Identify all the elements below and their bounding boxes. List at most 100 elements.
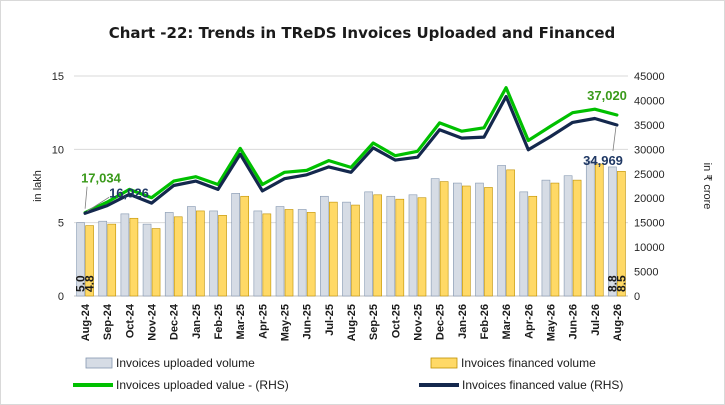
bar-uploaded-volume (519, 191, 529, 297)
bar-uploaded-volume (164, 212, 174, 297)
bar-financed-volume (85, 225, 94, 297)
bars (76, 160, 626, 297)
bar-financed-volume (395, 198, 405, 297)
x-tick-label: Feb-25 (213, 304, 225, 339)
label-leader-line (84, 186, 88, 209)
bar-uploaded-volume (187, 206, 196, 297)
lines (83, 86, 619, 215)
x-tick-label: Sep-25 (368, 304, 380, 340)
x-tick-label: Nov-25 (412, 304, 424, 341)
bar-data-label: 5.0 (74, 275, 88, 292)
y-tick-label: 10 (52, 144, 64, 156)
bar-uploaded-volume (497, 165, 506, 297)
line-financed-value (83, 94, 619, 215)
bar-financed-volume (284, 209, 294, 297)
x-tick-label: Jul-26 (590, 304, 602, 336)
x-tick-label: Oct-25 (390, 304, 402, 338)
bar-uploaded-volume (253, 210, 263, 297)
y2-tick-label: 30000 (634, 144, 665, 156)
x-tick-label: Sep-24 (102, 303, 114, 340)
bar-uploaded-volume (541, 179, 551, 297)
y-axis-label: in lakh (32, 170, 44, 202)
bar-uploaded-volume (364, 191, 373, 297)
bar-uploaded-volume (563, 175, 573, 297)
legend-item: Invoices uploaded volume (85, 356, 255, 370)
x-tick-label: Jun-25 (302, 304, 314, 339)
legend-swatch (85, 357, 113, 369)
bar-financed-volume (417, 197, 427, 297)
x-tick-label: Jul-25 (324, 304, 336, 336)
bar-financed-volume (306, 212, 316, 297)
bar-uploaded-volume (297, 209, 307, 297)
bar-financed-volume (572, 179, 582, 297)
bar-financed-volume (329, 201, 338, 297)
bar-uploaded-volume (408, 194, 418, 297)
bar-uploaded-volume (386, 195, 396, 297)
legend-label: Invoices financed value (RHS) (462, 378, 623, 392)
bar-financed-volume (617, 171, 626, 297)
bar-financed-volume (439, 181, 449, 297)
bar-financed-volume (484, 187, 493, 297)
bar-uploaded-volume (430, 178, 440, 297)
x-tick-label: Mar-26 (501, 304, 513, 339)
x-tick-label: Jun-26 (568, 304, 580, 339)
bar-uploaded-volume (608, 166, 617, 297)
bar-uploaded-volume (231, 193, 240, 297)
x-tick-label: Dec-25 (435, 304, 447, 340)
x-tick-label: Mar-25 (235, 304, 247, 339)
x-tick-label: Aug-26 (612, 304, 624, 341)
bar-uploaded-volume (475, 182, 484, 297)
y2-tick-label: 0 (634, 291, 640, 303)
x-tick-label: Aug-24 (80, 303, 92, 341)
x-tick-label: Oct-24 (124, 303, 136, 338)
chart-title: Chart -22: Trends in TReDS Invoices Uplo… (109, 24, 616, 42)
bar-uploaded-volume (320, 195, 329, 297)
bar-uploaded-volume (120, 213, 130, 297)
x-tick-label: Apr-26 (523, 304, 535, 339)
y-tick-label: 15 (52, 71, 64, 83)
x-tick-label: Aug-25 (346, 304, 358, 341)
x-tick-label: Nov-24 (147, 303, 159, 341)
bar-uploaded-volume (76, 222, 85, 297)
bar-financed-volume (240, 195, 249, 297)
bar-financed-volume (461, 185, 471, 297)
legend-item: Invoices financed volume (430, 356, 596, 370)
label-leader-line (86, 196, 110, 212)
bar-financed-volume (196, 210, 205, 297)
legend-label: Invoices uploaded volume (116, 356, 255, 370)
bar-data-label: 8.8 (605, 275, 619, 292)
line-uploaded-value (83, 86, 619, 215)
bar-financed-volume (107, 223, 117, 297)
bar-financed-volume (594, 163, 604, 297)
x-tick-label: Feb-26 (479, 304, 491, 339)
bar-data-label: 8.5 (614, 275, 628, 292)
x-tick-label: Apr-25 (257, 304, 269, 339)
bar-data-label: 4.8 (83, 275, 97, 292)
line-data-label: 16,926 (109, 185, 149, 200)
bar-financed-volume (351, 204, 360, 297)
bar-financed-volume (151, 228, 161, 297)
bar-uploaded-volume (209, 210, 218, 297)
line-data-label: 34,969 (583, 153, 623, 168)
y2-tick-label: 5000 (634, 267, 658, 279)
bar-financed-volume (506, 169, 515, 297)
legend-item: Invoices financed value (RHS) (419, 378, 623, 392)
bar-uploaded-volume (342, 201, 351, 297)
x-tick-label: Jan-26 (457, 304, 469, 339)
x-tick-label: May-25 (280, 304, 292, 341)
y2-tick-label: 40000 (634, 95, 665, 107)
bar-financed-volume (528, 195, 538, 297)
legend-label: Invoices uploaded value - (RHS) (116, 378, 289, 392)
x-tick-label: May-26 (545, 304, 557, 341)
label-leader-line (612, 126, 617, 152)
bar-uploaded-volume (585, 160, 595, 297)
legend-label: Invoices financed volume (461, 356, 596, 370)
y2-tick-label: 10000 (634, 242, 665, 254)
y2-tick-label: 15000 (634, 218, 665, 230)
bar-financed-volume (373, 194, 382, 297)
legend-swatch (430, 357, 458, 369)
x-tick-label: Dec-24 (169, 303, 181, 340)
